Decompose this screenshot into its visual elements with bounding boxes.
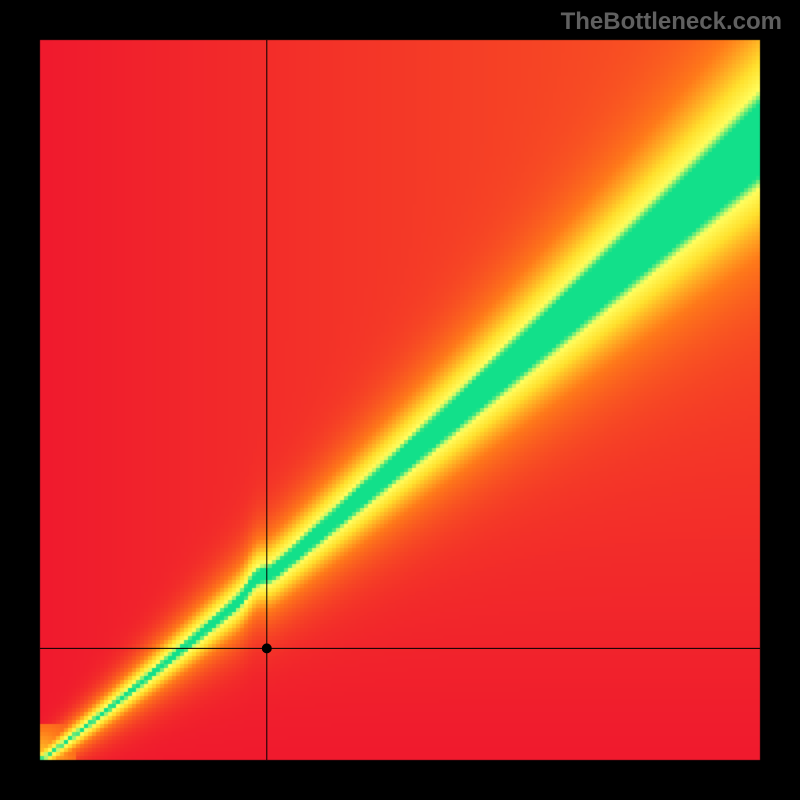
watermark-text: TheBottleneck.com <box>561 8 782 36</box>
chart-container: TheBottleneck.com <box>0 0 800 800</box>
bottleneck-heatmap <box>0 0 800 800</box>
